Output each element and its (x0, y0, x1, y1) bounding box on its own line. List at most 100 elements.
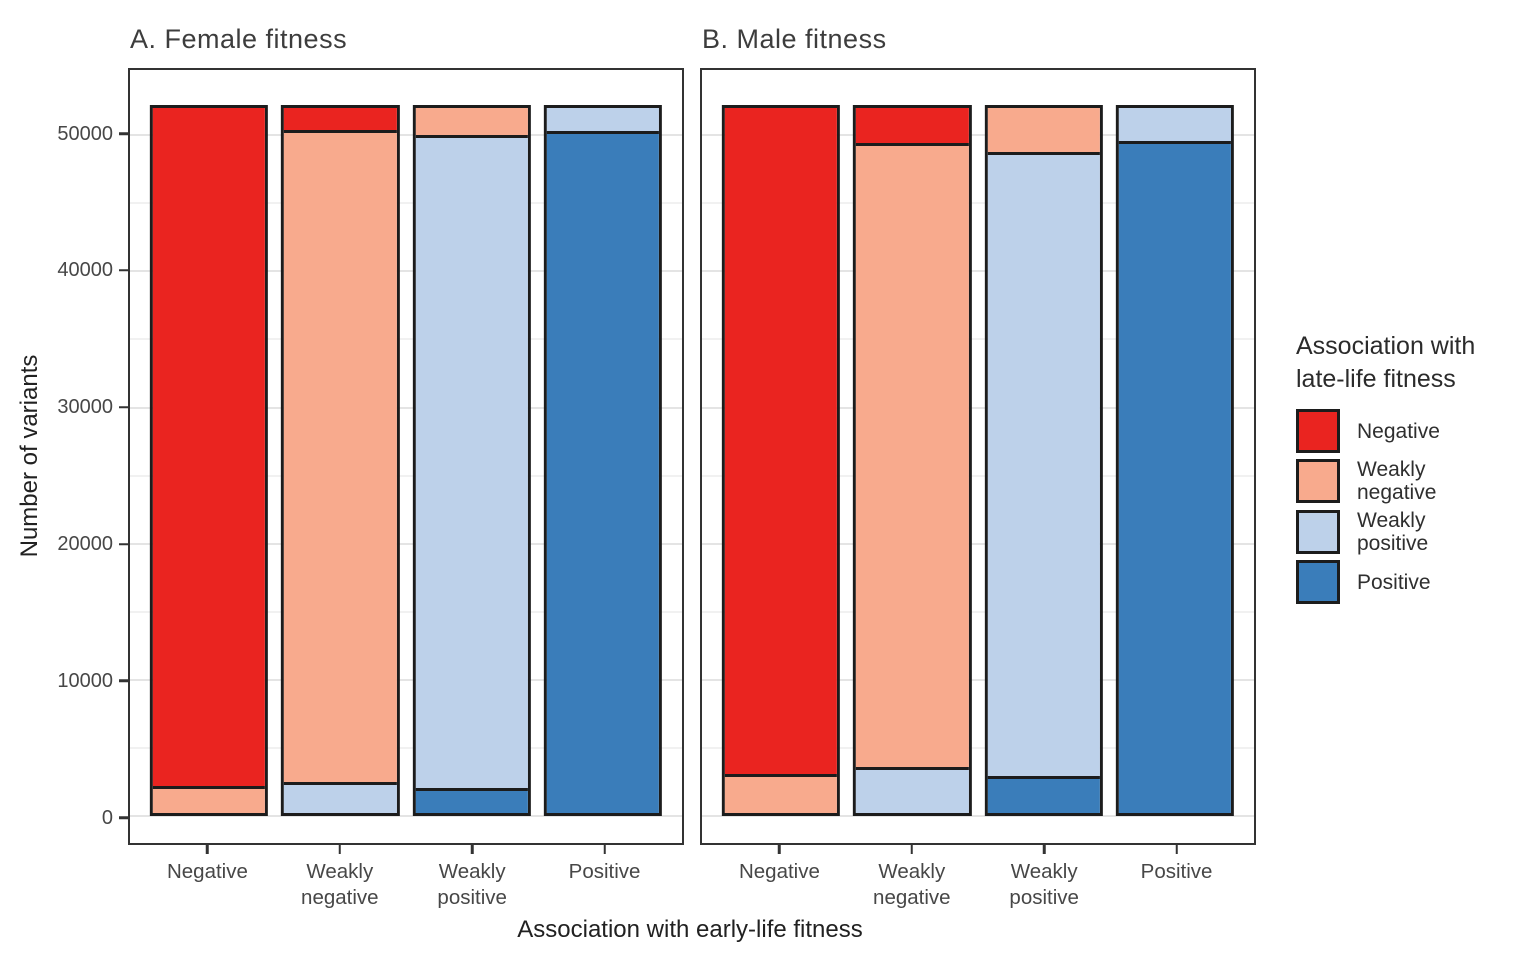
grid-major-line (702, 134, 1254, 137)
y-tick-mark (119, 132, 128, 135)
legend-key-positive-swatch (1296, 560, 1340, 604)
x-tick-label: Negative (166, 860, 248, 883)
grid-major-line (130, 406, 682, 409)
stacked-bar-weakly-positive (984, 105, 1103, 816)
panel-b-title: B. Male fitness (702, 24, 887, 54)
grid-major-line (130, 542, 682, 545)
stacked-bar-weakly-negative (281, 105, 400, 816)
stacked-bar-positive (544, 105, 663, 816)
legend: Association with late-life fitness Negat… (1296, 330, 1531, 609)
bar-segment-weakly-negative (415, 108, 528, 136)
grid-major-line (702, 678, 1254, 681)
bar-segment-negative (152, 108, 265, 787)
legend-entry-weakly-positive: Weakly positive (1296, 509, 1531, 555)
y-tick-label: 20000 (57, 533, 113, 556)
bar-segment-weakly-positive (547, 108, 660, 131)
x-tick-mark (1042, 845, 1046, 854)
x-tick-label: Negative (738, 860, 820, 883)
legend-key-weakly-negative-swatch (1296, 459, 1340, 503)
grid-minor-line (702, 202, 1254, 205)
y-tick-mark (119, 269, 128, 272)
x-tick-label: Weakly negative (873, 860, 951, 909)
stacked-bar-weakly-negative (853, 105, 972, 816)
grid-minor-line (702, 474, 1254, 477)
legend-entry-negative: Negative (1296, 409, 1531, 453)
bar-segment-negative (724, 108, 837, 775)
stacked-bar-negative (149, 105, 268, 816)
grid-minor-line (702, 610, 1254, 613)
y-tick-mark (119, 542, 128, 546)
grid-major-line (130, 814, 682, 817)
y-tick-label: 0 (101, 806, 113, 829)
bar-segment-weakly-positive (856, 766, 969, 813)
y-tick-mark (119, 406, 128, 409)
x-tick-label: Positive (568, 860, 641, 883)
bar-segment-weakly-positive (415, 135, 528, 789)
x-tick-mark (910, 845, 914, 854)
grid-minor-line (130, 610, 682, 613)
x-tick-label: Weakly positive (1009, 860, 1079, 909)
x-tick-label: Weakly positive (437, 860, 507, 909)
bar-segment-negative (284, 108, 397, 130)
panel-a-female (128, 68, 684, 845)
grid-minor-line (130, 474, 682, 477)
grid-minor-line (130, 338, 682, 341)
grid-major-line (702, 406, 1254, 409)
y-tick-mark (119, 816, 128, 819)
grid-major-line (702, 814, 1254, 817)
stacked-bar-negative (721, 105, 840, 816)
legend-label-weakly-negative: Weakly negative (1357, 458, 1437, 504)
grid-major-line (702, 270, 1254, 273)
bar-segment-weakly-negative (856, 143, 969, 767)
stacked-bar-positive (1116, 105, 1235, 816)
legend-key-weakly-positive-swatch (1296, 510, 1340, 554)
grid-major-line (130, 270, 682, 273)
x-tick-mark (1175, 845, 1178, 854)
grid-major-line (130, 134, 682, 137)
bar-segment-weakly-negative (724, 774, 837, 813)
x-tick-mark (338, 845, 342, 854)
y-tick-label: 30000 (57, 396, 113, 419)
x-tick-label: Positive (1140, 860, 1213, 883)
panel-b-male (700, 68, 1256, 845)
bar-segment-positive (987, 776, 1100, 813)
legend-entry-positive: Positive (1296, 560, 1531, 604)
legend-label-weakly-positive: Weakly positive (1357, 509, 1429, 555)
stacked-bar-weakly-positive (412, 105, 531, 816)
grid-major-line (702, 542, 1254, 545)
legend-title: Association with late-life fitness (1296, 332, 1476, 393)
x-tick-mark (206, 845, 209, 854)
bar-segment-positive (1119, 141, 1232, 813)
grid-minor-line (130, 746, 682, 749)
y-tick-label: 40000 (57, 259, 113, 282)
bar-segment-weakly-negative (152, 786, 265, 813)
x-axis-panel-b: Negative Weakly negative Weakly positive Po… (700, 845, 1256, 920)
grid-minor-line (130, 202, 682, 205)
legend-label-negative: Negative (1357, 419, 1440, 443)
bar-segment-weakly-positive (987, 151, 1100, 777)
panel-a-title: A. Female fitness (130, 24, 348, 54)
y-tick-label: 50000 (57, 122, 113, 145)
x-tick-label: Weakly negative (301, 860, 379, 909)
bar-segment-positive (547, 130, 660, 813)
legend-entry-weakly-negative: Weakly negative (1296, 458, 1531, 504)
y-tick-mark (119, 679, 128, 683)
x-tick-mark (470, 845, 474, 854)
bar-segment-weakly-positive (284, 781, 397, 813)
y-tick-label: 10000 (57, 669, 113, 692)
x-tick-mark (778, 845, 781, 854)
bar-segment-positive (415, 788, 528, 813)
x-axis-panel-a: Negative Weakly negative Weakly positive Po… (128, 845, 684, 920)
bar-segment-weakly-negative (284, 129, 397, 782)
y-axis: 0 10000 20000 30000 40000 50000 (0, 68, 128, 845)
legend-key-negative-swatch (1296, 409, 1340, 453)
bar-segment-negative (856, 108, 969, 144)
legend-label-positive: Positive (1357, 570, 1431, 594)
x-tick-mark (603, 845, 606, 854)
bar-segment-weakly-positive (1119, 108, 1232, 142)
x-axis-title: Association with early-life fitness (517, 916, 863, 943)
grid-minor-line (702, 338, 1254, 341)
bar-segment-weakly-negative (987, 108, 1100, 152)
grid-minor-line (702, 746, 1254, 749)
